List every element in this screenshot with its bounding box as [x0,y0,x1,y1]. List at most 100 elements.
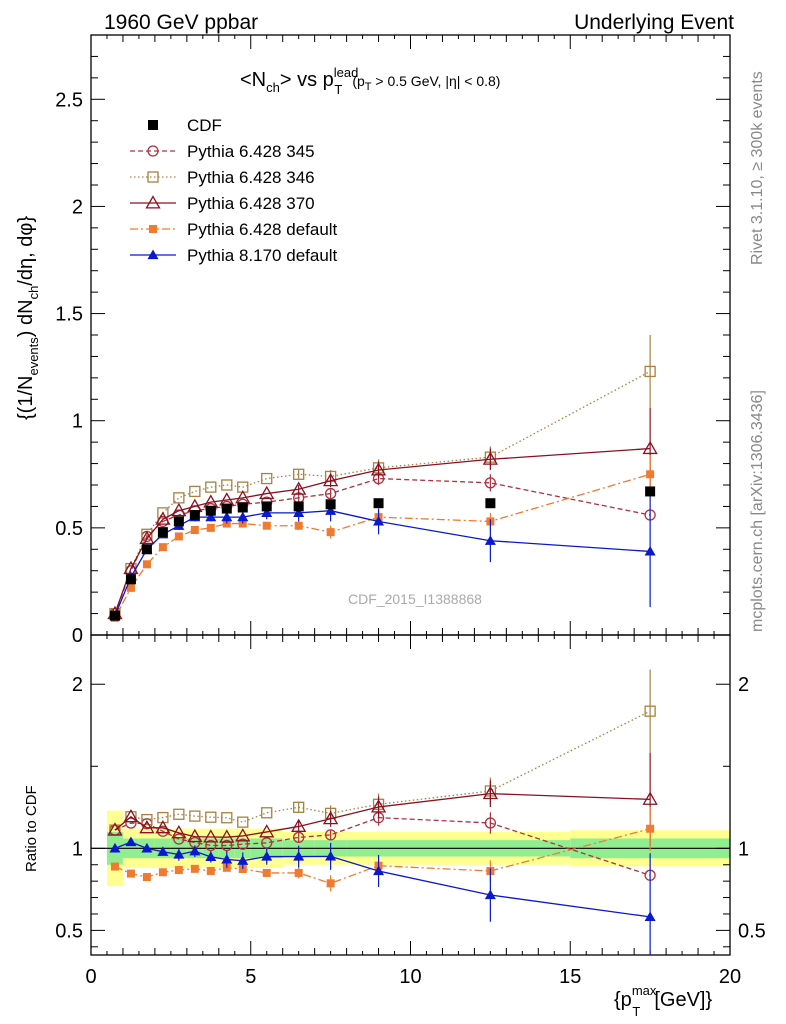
series-4-point [190,526,199,534]
series-4-ratio-point [206,866,215,875]
series-5-ratio-point [109,842,121,853]
series-5-point [261,507,273,517]
series-3-ratio-point [107,822,123,836]
ratio-tick-label: 0.5 [55,920,83,942]
series-3-ratio-point [370,799,387,813]
series-2-point [293,468,305,480]
series-5-ratio [109,836,656,955]
y-tick-label: 0.5 [55,518,83,540]
legend-marker [147,171,159,183]
series-5-ratio-point [205,851,217,861]
x-tick-label: 20 [719,966,741,988]
series-1-ratio-point [125,817,137,829]
series-5-point [293,507,305,517]
ratio-plot: 0 5 10 15 20 0.5 0.5 1 1 2 2 [55,634,766,988]
series-1-point [324,487,337,500]
series-5-point [484,535,496,545]
chart-title: <Nch> vs plead T(pT > 0.5 GeV, |η| < 0.8) [240,65,500,97]
ratio-tick-label-right: 1 [738,838,749,860]
series-5-ratio-point [644,911,656,922]
series-3-ratio-point [291,818,307,832]
series-4-point [326,528,335,537]
legend-marker [148,120,158,130]
series-5-ratio-point [173,849,185,859]
legend-label: Pythia 6.428 346 [187,168,315,187]
series-3-ratio-point [219,829,235,843]
series-4-point [262,521,271,530]
legend-label: Pythia 8.170 default [187,246,338,265]
series-5-ratio-point [237,855,249,865]
series-2-ratio-point [205,811,217,823]
legend-entry: Pythia 6.428 346 [130,168,315,187]
cdf-data-point [237,502,248,513]
cdf-data-point [221,503,232,514]
cdf-data-point [293,501,304,512]
series-2-ratio-point [237,816,249,828]
series-5-ratio-point [293,851,305,861]
series-1-ratio-point [173,833,185,845]
series-4-ratio-point [190,864,199,873]
cdf-data-point [109,610,120,621]
series-1-ratio-point [293,831,305,844]
series-4-ratio-point [126,869,135,878]
series-3-ratio-point [203,829,219,843]
series-3-ratio-point [235,828,251,842]
series-2-point [189,485,201,498]
series-1-ratio-point [324,829,337,841]
legend-entry: Pythia 6.428 370 [130,194,315,213]
x-axis-label: {pmax T[GeV]} [614,983,712,1019]
y-tick-label: 1.5 [55,304,83,326]
main-series-layer [107,335,658,622]
series-2-point [261,472,273,485]
series-2-point [221,479,233,491]
series-2-ratio-point [293,801,305,813]
mcplots-source-label: mcplots.cern.ch [arXiv:1306.3436] [749,390,766,632]
analysis-watermark: CDF_2015_I1388868 [348,591,482,607]
y-axis-label: {(1/Nevents) dNch/dη, dφ} [15,216,41,420]
series-4-ratio-point [110,862,119,871]
x-tick-label: 10 [399,966,421,988]
series-2-line [114,370,651,614]
series-3-ratio-point [323,810,339,825]
series-5-point [644,545,656,556]
series-4-ratio-point [294,868,303,877]
series-4-ratio-point [646,824,655,833]
series-3-ratio-point [642,791,658,805]
series-4-point [142,560,151,569]
series-4-point [294,521,303,530]
rivet-version-label: Rivet 3.1.10, ≥ 300k events [749,71,766,265]
series-3-point [482,451,498,465]
series-1-ratio-point [221,839,233,852]
series-3-point [155,511,171,525]
x-tick-label: 0 [85,966,96,988]
legend-entry: Pythia 8.170 default [130,246,338,265]
series-3-point [291,481,307,495]
series-3-line [114,447,651,614]
ratio-tick-label-right: 0.5 [738,920,766,942]
series-4-point [174,532,183,541]
x-tick-label: 5 [245,966,256,988]
legend-marker [147,145,159,157]
series-5-point [205,511,217,522]
series-3-ratio-point [187,828,203,843]
series-2-point [644,365,656,378]
y-tick-label: 2.5 [55,89,83,111]
series-3-point [171,502,187,517]
series-5-point [221,511,233,522]
header-left: 1960 GeV ppbar [104,11,258,34]
cdf-data-point [261,501,272,512]
series-1-ratio-point [237,838,249,850]
series-3-ratio-point [259,824,275,838]
cdf-data-point [645,486,656,497]
series-5-ratio-point [221,853,233,864]
series-1-ratio-point [205,839,217,852]
series-5-point [373,515,385,526]
series-3-point [323,472,339,487]
series-4-ratio-point [262,868,271,877]
series-4-point [646,470,655,479]
series-3-point [139,530,155,545]
series-2-ratio-point [644,705,656,717]
series-3-point [642,440,658,455]
